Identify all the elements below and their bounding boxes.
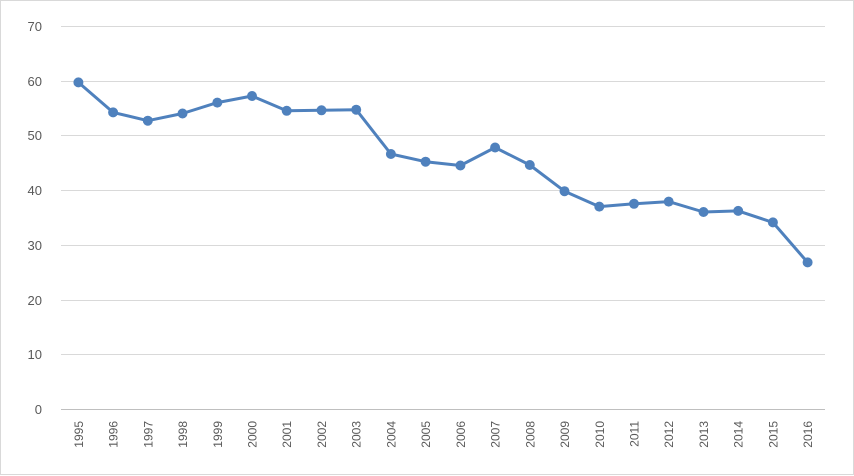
y-tick-label: 20 xyxy=(28,293,42,308)
y-tick-label: 0 xyxy=(35,402,42,417)
data-point xyxy=(455,160,466,171)
x-tick-label: 2010 xyxy=(593,421,607,448)
data-point xyxy=(733,205,744,216)
data-point xyxy=(802,257,813,268)
x-tick-label: 2005 xyxy=(419,421,433,448)
data-point xyxy=(73,77,84,88)
y-axis-ticks: 0 10 20 30 40 50 60 70 xyxy=(28,19,42,417)
data-point xyxy=(698,207,709,217)
x-tick-label: 2016 xyxy=(801,421,815,448)
data-point xyxy=(177,108,188,119)
y-tick-label: 40 xyxy=(28,183,42,198)
gridlines xyxy=(61,26,825,410)
data-point xyxy=(351,104,362,115)
x-tick-label: 2007 xyxy=(489,421,503,448)
data-point xyxy=(420,156,431,167)
data-point xyxy=(212,97,223,108)
data-point xyxy=(247,91,257,101)
x-tick-label: 2012 xyxy=(662,421,676,448)
y-tick-label: 30 xyxy=(28,238,42,253)
x-tick-label: 1996 xyxy=(107,421,121,448)
x-tick-label: 1995 xyxy=(72,421,86,448)
x-tick-label: 2014 xyxy=(732,421,746,448)
data-point xyxy=(594,201,605,212)
data-point xyxy=(108,107,119,118)
y-tick-label: 70 xyxy=(28,19,42,34)
x-tick-label: 1998 xyxy=(176,421,190,448)
x-axis-ticks: 1995 1996 1997 1998 1999 2000 2001 2002 2003 2004… xyxy=(72,421,815,448)
series-line xyxy=(76,80,810,264)
data-point xyxy=(524,160,535,170)
data-point xyxy=(767,217,778,228)
data-point xyxy=(490,142,501,153)
series-layer xyxy=(73,77,813,268)
data-point xyxy=(385,149,396,159)
y-tick-label: 10 xyxy=(28,347,42,362)
x-tick-label: 2006 xyxy=(454,421,468,448)
x-tick-label: 2013 xyxy=(697,421,711,448)
x-tick-label: 2015 xyxy=(766,421,780,448)
x-tick-label: 2009 xyxy=(558,421,572,448)
x-tick-label: 2004 xyxy=(384,421,398,448)
x-tick-label: 2001 xyxy=(280,421,294,448)
x-tick-label: 1999 xyxy=(211,421,225,448)
data-point xyxy=(281,105,292,116)
data-point xyxy=(559,186,570,197)
data-point xyxy=(142,115,153,126)
x-tick-label: 2011 xyxy=(628,421,642,447)
x-tick-label: 2002 xyxy=(315,421,329,448)
x-tick-label: 1997 xyxy=(141,421,155,448)
data-point xyxy=(316,105,327,116)
x-tick-label: 2008 xyxy=(523,421,537,448)
x-tick-label: 2000 xyxy=(246,421,260,448)
x-tick-label: 2003 xyxy=(350,421,364,448)
y-tick-label: 50 xyxy=(28,128,42,143)
data-point xyxy=(629,198,639,209)
data-point xyxy=(663,196,674,207)
y-tick-label: 60 xyxy=(28,74,42,89)
